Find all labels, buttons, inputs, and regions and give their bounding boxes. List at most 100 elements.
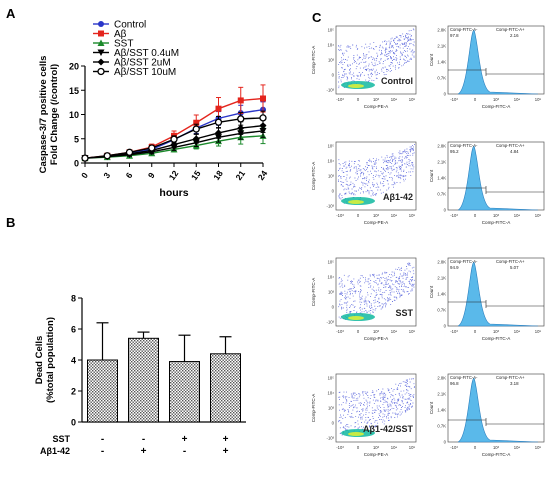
histogram-peak [457, 377, 539, 443]
hist-y-tick: 1.4K [437, 408, 446, 413]
hist-y-tick: 0.7K [437, 424, 446, 429]
condition-sign: - [101, 446, 104, 457]
hist-x-tick: 10⁴ [514, 445, 521, 450]
panel-a-letter: A [6, 6, 16, 21]
scatter-y-tick: 10³ [328, 174, 335, 179]
x-tick-label: 9 [146, 170, 157, 180]
scatter-x-tick: 10⁵ [409, 445, 416, 450]
x-tick-label: 24 [256, 168, 270, 182]
scatter-y-tick: 10⁴ [328, 275, 335, 280]
legend-label: Aβ/SST 10uM [114, 67, 176, 78]
scatter-x-label: Comp-PE-A [364, 104, 389, 109]
scatter-x-tick: 10⁴ [391, 445, 398, 450]
y-tick-label: 8 [71, 294, 76, 304]
data-point [103, 152, 111, 160]
condition-sign: + [182, 434, 188, 445]
x-tick-label: 6 [124, 170, 135, 180]
scatter-y-tick: -10³ [327, 320, 335, 325]
scatter-y-tick: 10³ [328, 406, 335, 411]
scatter-x-tick: 10⁵ [409, 213, 416, 218]
y-axis-label-2: (%total population) [45, 317, 56, 403]
hist-header-neg: Comp-FITC-A- [450, 27, 478, 32]
scatter-y-label: Comp-FITC-A [311, 393, 316, 423]
scatter-x-tick: 10⁵ [409, 97, 416, 102]
y-tick-label: 15 [69, 86, 79, 96]
x-tick-label: 0 [79, 170, 90, 180]
hist-y-tick: 0.7K [437, 192, 446, 197]
legend-label: SST [114, 39, 133, 50]
hist-x-label: Comp-FITC-A [482, 104, 512, 109]
histogram-frame [447, 373, 545, 443]
hist-x-tick: -10³ [450, 445, 458, 450]
bar [128, 337, 159, 423]
hist-x-tick: 10³ [493, 97, 500, 102]
hist-x-tick: -10³ [450, 329, 458, 334]
data-point [192, 135, 200, 143]
scatter-core [348, 200, 364, 204]
condition-row-label: Aβ1-42 [40, 446, 70, 456]
bar [210, 353, 241, 423]
hist-y-tick: 0 [444, 324, 447, 329]
scatter-y-label: Comp-FITC-A [311, 45, 316, 75]
y-tick-label: 0 [71, 418, 76, 428]
scatter-y-tick: 0 [332, 189, 335, 194]
y-axis-label: Caspase-3/7 positive cells [38, 56, 49, 174]
flow-cytometry-grid: -10³-10³0010³10³10⁴10⁴10⁵10⁵Comp-PE-ACom… [311, 25, 545, 457]
hist-y-tick: 2.1K [437, 44, 446, 49]
hist-x-tick: 10³ [493, 445, 500, 450]
cytometry-row-1: -10³-10³0010³10³10⁴10⁴10⁵10⁵Comp-PE-ACom… [311, 141, 545, 225]
hist-y-label: Count [429, 401, 434, 414]
hist-x-tick: 10⁵ [535, 445, 542, 450]
data-point [215, 129, 222, 137]
data-point [259, 114, 267, 122]
scatter-core [348, 316, 364, 320]
hist-y-label: Count [429, 169, 434, 182]
data-point [125, 148, 134, 156]
scatter-y-tick: 10⁴ [328, 391, 335, 396]
scatter-x-tick: -10³ [336, 213, 344, 218]
hist-y-tick: 1.4K [437, 292, 446, 297]
bar [87, 359, 118, 423]
scatter-dots [338, 262, 415, 320]
data-point [237, 115, 245, 123]
scatter-x-tick: 10⁴ [391, 329, 398, 334]
scatter-core [348, 432, 364, 436]
legend-marker [98, 21, 104, 27]
hist-y-tick: 0 [444, 440, 447, 445]
hist-x-tick: 0 [474, 213, 477, 218]
hist-x-tick: -10³ [450, 97, 458, 102]
scatter-x-label: Comp-PE-A [364, 452, 389, 457]
x-tick-label: 12 [167, 168, 181, 182]
legend-marker [97, 39, 105, 46]
x-axis-label: hours [159, 187, 188, 199]
scatter-y-tick: 0 [332, 73, 335, 78]
legend-marker [98, 30, 104, 37]
hist-x-label: Comp-FITC-A [482, 452, 512, 457]
scatter-x-tick: -10³ [336, 329, 344, 334]
hist-header-pos: Comp-FITC-A+ [496, 375, 525, 380]
data-point [237, 124, 245, 132]
sample-label: Control [381, 76, 413, 86]
sample-label: Aβ1-42/SST [363, 424, 414, 434]
hist-x-tick: 10³ [493, 213, 500, 218]
histogram-frame [447, 141, 545, 211]
x-tick-label: 21 [233, 168, 247, 182]
data-point [148, 144, 156, 152]
hist-y-label: Count [429, 285, 434, 298]
hist-y-tick: 0 [444, 92, 447, 97]
scatter-y-tick: 10⁴ [328, 159, 335, 164]
hist-header-pos: Comp-FITC-A+ [496, 143, 525, 148]
hist-y-tick: 0.7K [437, 308, 446, 313]
hist-header-neg: Comp-FITC-A- [450, 143, 478, 148]
y-tick-label: 5 [74, 134, 79, 144]
hist-stat-pos: 5.07 [510, 265, 519, 270]
panel-c-letter: C [312, 10, 322, 25]
hist-y-tick: 2.1K [437, 160, 446, 165]
y-axis-label-2: Fold Change (/control) [49, 64, 60, 165]
data-point [214, 118, 223, 126]
legend-marker [97, 58, 105, 66]
hist-x-tick: -10³ [450, 213, 458, 218]
scatter-y-label: Comp-FITC-A [311, 161, 316, 191]
x-tick-label: 15 [189, 168, 203, 182]
